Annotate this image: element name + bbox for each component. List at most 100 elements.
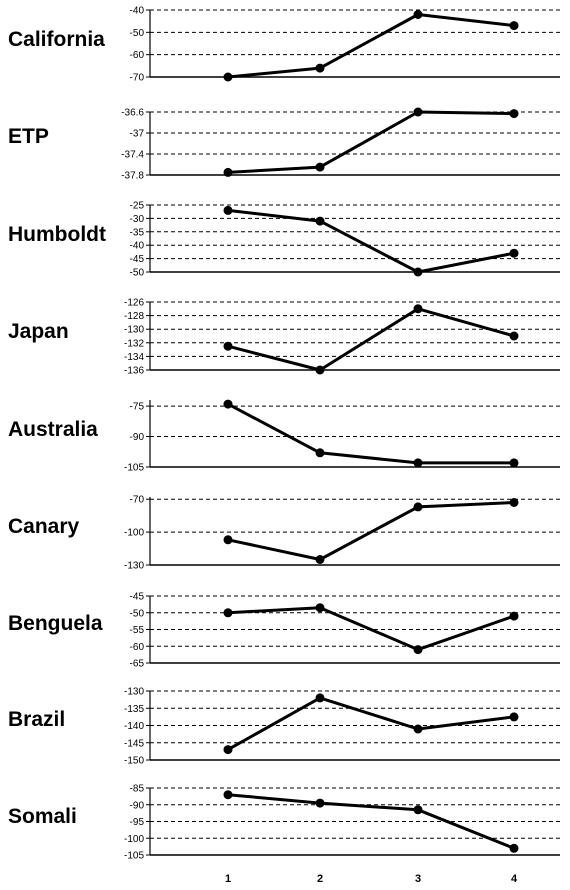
label-somali: Somali	[8, 805, 77, 828]
series-line-benguela	[227, 606, 515, 652]
data-point-canary	[223, 535, 233, 545]
panel-california: -40 -50 -60 -70	[130, 6, 560, 84]
ytick-label: -100	[124, 528, 144, 539]
data-point-benguela	[315, 603, 325, 613]
series-line-japan	[227, 307, 515, 372]
ytick-label: -37	[130, 129, 145, 140]
ytick-label: -50	[130, 268, 145, 279]
data-point-etp	[315, 162, 325, 172]
panel-benguela: -45 -50 -55 -60 -65	[130, 592, 560, 670]
series-line-etp	[227, 110, 515, 174]
ytick-label: -90	[130, 432, 145, 443]
ytick-label: -130	[124, 325, 144, 336]
label-australia: Australia	[8, 418, 98, 441]
panel-etp: -36.6 -37 -37.4 -37.8	[121, 107, 560, 182]
label-canary: Canary	[8, 515, 80, 538]
data-point-somali	[223, 790, 233, 800]
data-point-australia	[223, 399, 233, 409]
data-point-japan	[223, 341, 233, 351]
data-point-humboldt	[509, 248, 519, 258]
ytick-label: -30	[130, 214, 145, 225]
data-point-humboldt	[223, 205, 233, 215]
data-point-somali	[509, 843, 519, 853]
data-point-australia	[509, 458, 519, 468]
ytick-label: -55	[130, 625, 145, 636]
ytick-label: -35	[130, 227, 145, 238]
ytick-label: -37.8	[121, 171, 144, 182]
data-point-etp	[413, 107, 423, 117]
data-point-japan	[413, 304, 423, 314]
data-point-humboldt	[315, 216, 325, 226]
data-point-brazil	[223, 745, 233, 755]
series-line-california	[227, 13, 515, 79]
ytick-label: -40	[130, 241, 145, 252]
label-brazil: Brazil	[8, 708, 66, 731]
data-point-benguela	[413, 645, 423, 655]
ytick-label: -100	[124, 834, 144, 845]
xtick-label: 2	[317, 873, 323, 885]
ytick-label: -85	[130, 784, 145, 795]
ytick-label: -130	[124, 687, 144, 698]
ytick-label: -105	[124, 463, 144, 474]
label-california: California	[8, 28, 105, 51]
data-point-canary	[413, 502, 423, 512]
data-point-somali	[413, 805, 423, 815]
ytick-label: -136	[124, 366, 144, 377]
ytick-label: -70	[130, 73, 145, 84]
ytick-label: -105	[124, 851, 144, 862]
panel-somali: -85 -90 -95 -100 -105	[124, 784, 560, 862]
ytick-label: -150	[124, 756, 144, 767]
ytick-label: -37.4	[121, 150, 144, 161]
panel-brazil: -130 -135 -140 -145 -150	[124, 687, 560, 767]
data-point-humboldt	[413, 267, 423, 277]
ytick-label: -60	[130, 50, 145, 61]
ytick-label: -128	[124, 311, 144, 322]
panel-australia: -75 -90 -105	[124, 399, 560, 474]
ytick-label: -126	[124, 298, 144, 309]
data-point-california	[315, 63, 325, 73]
ytick-label: -50	[130, 608, 145, 619]
series-line-brazil	[227, 696, 515, 751]
ytick-label: -132	[124, 338, 144, 349]
ytick-label: -40	[130, 6, 145, 17]
xtick-label: 4	[511, 873, 518, 885]
ytick-label: -134	[124, 352, 144, 363]
data-point-brazil	[509, 712, 519, 722]
data-point-california	[223, 72, 233, 82]
data-point-etp	[223, 167, 233, 177]
data-point-benguela	[223, 608, 233, 618]
label-japan: Japan	[8, 320, 69, 343]
ytick-label: -140	[124, 721, 144, 732]
ytick-label: -25	[130, 201, 145, 212]
data-point-benguela	[509, 611, 519, 621]
ytick-label: -50	[130, 28, 145, 39]
ytick-label: -70	[130, 495, 145, 506]
ytick-label: -36.6	[121, 108, 144, 119]
label-etp: ETP	[8, 125, 49, 148]
ytick-label: -145	[124, 738, 144, 749]
ytick-label: -60	[130, 642, 145, 653]
ytick-label: -95	[130, 817, 145, 828]
label-benguela: Benguela	[8, 612, 103, 635]
xtick-label: 1	[225, 873, 231, 885]
data-point-canary	[315, 555, 325, 564]
ytick-label: -90	[130, 800, 145, 811]
ytick-label: -135	[124, 704, 144, 715]
data-point-canary	[509, 498, 519, 507]
series-line-humboldt	[227, 208, 515, 274]
data-point-australia	[315, 448, 325, 458]
data-point-california	[509, 21, 519, 31]
data-point-brazil	[315, 693, 325, 703]
label-humboldt: Humboldt	[8, 223, 106, 246]
series-line-canary	[227, 501, 515, 561]
data-point-somali	[315, 798, 325, 808]
panel-japan: -126 -128 -130 -132 -134 -136	[124, 298, 560, 377]
series-line-somali	[227, 793, 515, 850]
ytick-label: -45	[130, 254, 145, 265]
series-line-australia	[227, 402, 514, 465]
ytick-label: -75	[130, 402, 145, 413]
xtick-label: 3	[415, 873, 421, 885]
data-point-brazil	[413, 724, 423, 734]
